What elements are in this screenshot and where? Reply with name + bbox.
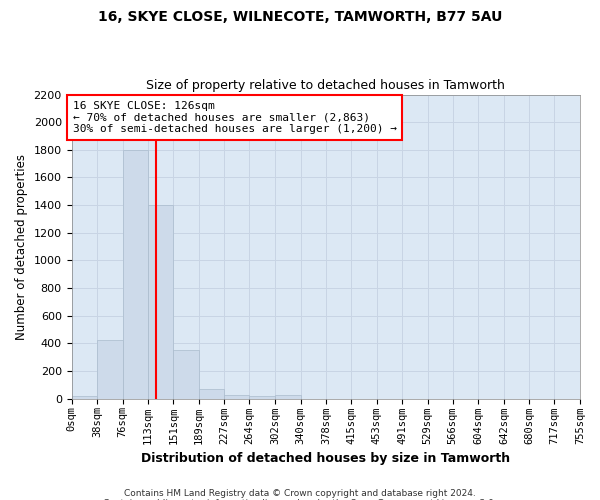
Bar <box>148 205 173 398</box>
Title: Size of property relative to detached houses in Tamworth: Size of property relative to detached ho… <box>146 79 505 92</box>
X-axis label: Distribution of detached houses by size in Tamworth: Distribution of detached houses by size … <box>141 452 511 465</box>
Bar <box>250 396 275 398</box>
Text: Contains HM Land Registry data © Crown copyright and database right 2024.: Contains HM Land Registry data © Crown c… <box>124 488 476 498</box>
Text: Contains public sector information licensed under the Open Government Licence v3: Contains public sector information licen… <box>103 498 497 500</box>
Bar <box>224 395 250 398</box>
Text: 16 SKYE CLOSE: 126sqm
← 70% of detached houses are smaller (2,863)
30% of semi-d: 16 SKYE CLOSE: 126sqm ← 70% of detached … <box>73 101 397 134</box>
Y-axis label: Number of detached properties: Number of detached properties <box>15 154 28 340</box>
Bar <box>71 396 97 398</box>
Text: 16, SKYE CLOSE, WILNECOTE, TAMWORTH, B77 5AU: 16, SKYE CLOSE, WILNECOTE, TAMWORTH, B77… <box>98 10 502 24</box>
Bar <box>199 389 224 398</box>
Bar <box>173 350 199 399</box>
Bar <box>123 150 148 398</box>
Bar <box>97 340 123 398</box>
Bar <box>275 395 301 398</box>
